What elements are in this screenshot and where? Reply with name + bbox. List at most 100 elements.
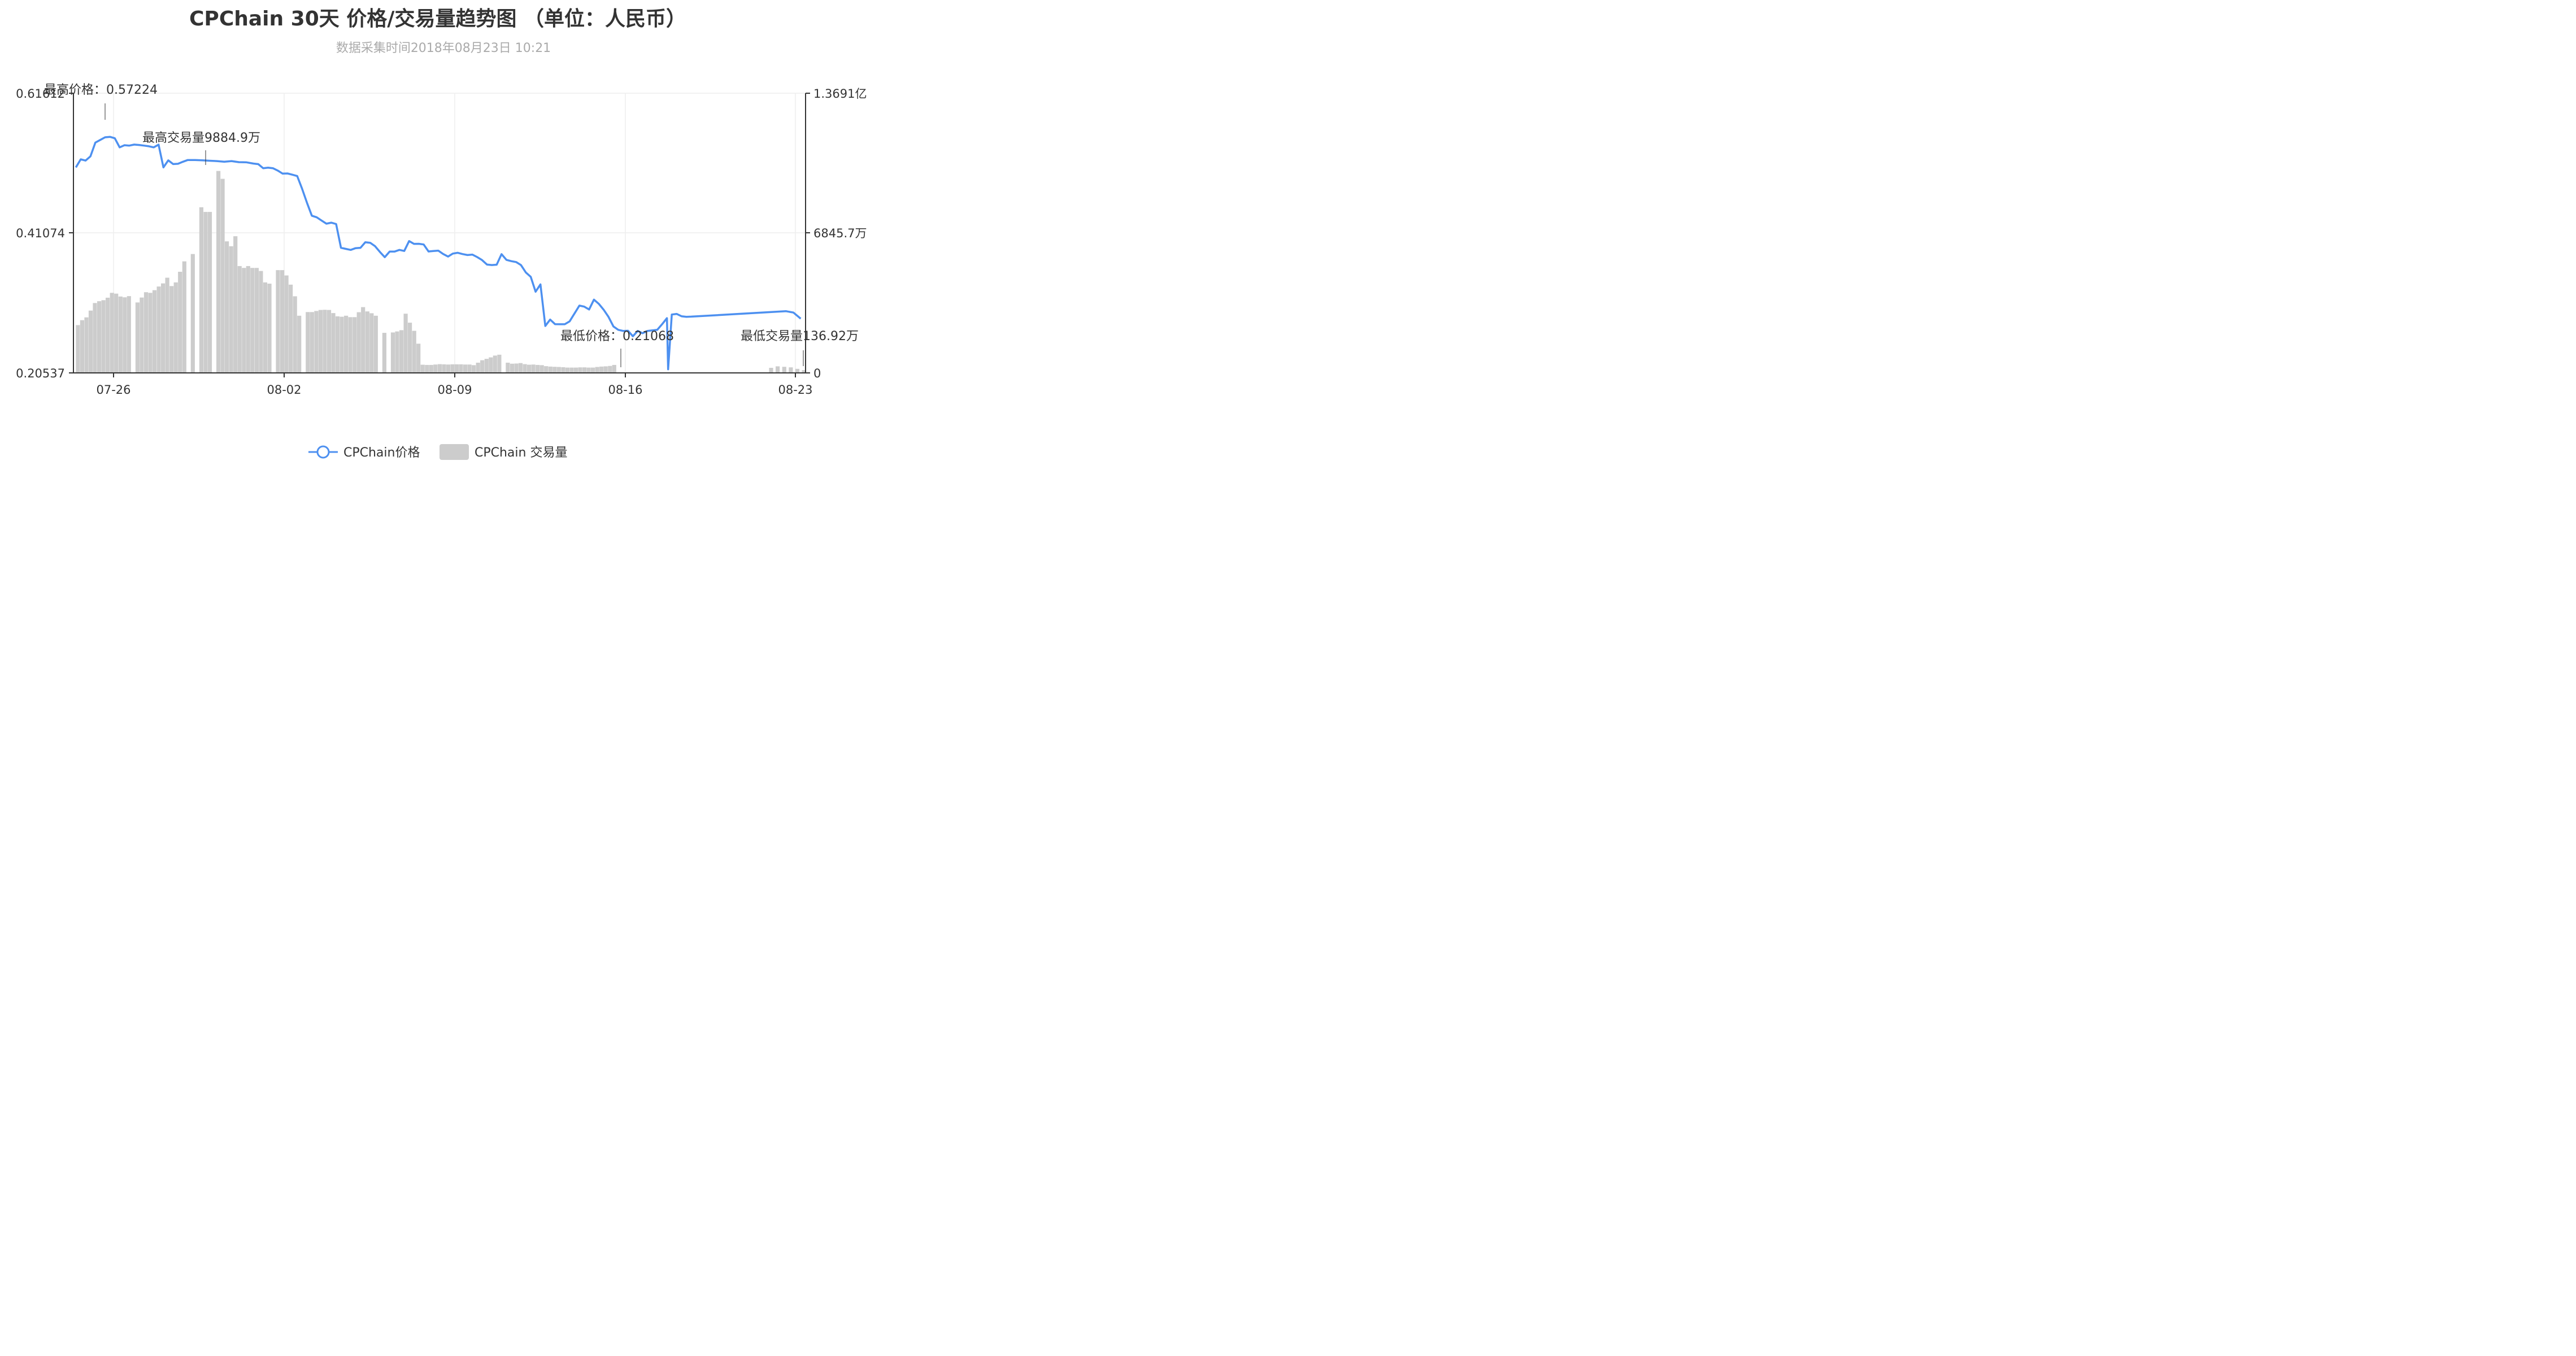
volume-bar — [306, 312, 310, 373]
volume-bar — [582, 367, 587, 373]
x-tick-label: 08-16 — [608, 383, 642, 397]
min-volume-label: 最低交易量136.92万 — [741, 329, 859, 344]
volume-bar — [340, 316, 344, 373]
volume-bar — [203, 212, 208, 373]
volume-bar — [484, 359, 489, 373]
volume-bar — [565, 367, 569, 373]
volume-bar — [156, 286, 161, 373]
volume-bar — [93, 303, 97, 373]
volume-bar — [450, 364, 455, 373]
x-tick-label: 08-09 — [437, 383, 472, 397]
volume-bar — [76, 325, 80, 373]
y-left-tick-label: 0.41074 — [16, 227, 65, 240]
y-left-tick-label: 0.61612 — [16, 87, 65, 101]
grid-lines — [73, 93, 806, 373]
volume-bar — [169, 286, 174, 373]
volume-bar — [573, 367, 578, 373]
legend-box-icon — [440, 444, 469, 460]
volume-bar — [356, 312, 361, 373]
x-tick-label: 07-26 — [96, 383, 130, 397]
volume-bar — [365, 311, 369, 373]
max-volume-label: 最高交易量9884.9万 — [142, 131, 260, 145]
volume-bar — [442, 364, 446, 373]
volume-bar — [127, 296, 131, 373]
x-tick-label: 08-23 — [778, 383, 812, 397]
y-left-ticks: 0.61612 0.41074 0.20537 — [16, 87, 73, 380]
volume-bar — [246, 266, 250, 373]
volume-bar — [591, 367, 595, 373]
volume-bar — [216, 171, 221, 373]
volume-bar — [190, 254, 195, 373]
max-price-label: 最高价格：0.57224 — [44, 83, 158, 97]
volume-bar — [335, 316, 340, 373]
volume-bar — [429, 364, 433, 373]
volume-bar — [769, 368, 773, 373]
volume-bar — [323, 310, 327, 373]
volume-bar — [280, 270, 285, 373]
volume-bar — [267, 284, 272, 373]
volume-bar — [88, 310, 93, 373]
volume-bar — [123, 297, 127, 373]
volume-bar — [110, 293, 114, 373]
volume-bar — [776, 366, 780, 373]
volume-bar — [561, 367, 565, 373]
chart-canvas: CPChain 30天 价格/交易量趋势图 （单位：人民币） 数据采集时间201… — [16, 7, 867, 460]
volume-bar — [369, 313, 374, 373]
volume-bar — [242, 268, 246, 373]
volume-bar — [603, 366, 608, 373]
volume-bar — [361, 307, 365, 373]
volume-bar — [259, 271, 263, 373]
volume-bar — [225, 241, 229, 373]
volume-bar — [140, 297, 144, 373]
volume-bar — [152, 290, 157, 373]
y-right-tick-label: 6845.7万 — [813, 227, 867, 240]
legend-label-price: CPChain价格 — [343, 446, 420, 460]
volume-bar — [353, 317, 357, 373]
volume-bar — [408, 323, 412, 373]
volume-bar — [789, 367, 793, 373]
y-right-ticks: 1.3691亿 6845.7万 0 — [806, 87, 867, 380]
volume-bar — [237, 266, 242, 373]
volume-bar — [344, 315, 349, 373]
volume-bar — [476, 362, 480, 373]
volume-bar — [207, 212, 212, 373]
legend-item-volume[interactable]: CPChain 交易量 — [440, 444, 567, 460]
volume-bar — [101, 300, 106, 373]
volume-bar — [795, 368, 800, 373]
x-ticks: 07-26 08-02 08-09 08-16 08-23 — [96, 373, 813, 397]
legend-item-price[interactable]: CPChain价格 — [308, 445, 420, 460]
volume-bar — [527, 364, 532, 373]
volume-bar — [510, 363, 515, 373]
volume-bar — [118, 296, 123, 373]
volume-bar — [586, 367, 591, 373]
volume-bar — [382, 333, 386, 373]
volume-bar — [318, 310, 323, 373]
volume-bar — [556, 367, 561, 373]
volume-bar — [497, 354, 502, 373]
price-line — [75, 136, 802, 371]
volume-bar — [552, 367, 557, 373]
x-tick-label: 08-02 — [267, 383, 301, 397]
y-right-tick-label: 1.3691亿 — [813, 87, 867, 101]
volume-bar — [412, 331, 416, 373]
volume-bar — [373, 315, 378, 373]
volume-bar — [425, 364, 429, 373]
volume-bar — [454, 364, 459, 373]
volume-bar — [518, 363, 523, 373]
volume-bar — [467, 364, 472, 373]
volume-bar — [161, 283, 166, 373]
volume-bar — [297, 315, 302, 373]
volume-bar — [539, 365, 544, 373]
volume-bar — [599, 366, 604, 373]
volume-bar — [327, 310, 332, 373]
volume-bar — [263, 282, 267, 373]
volume-bar — [199, 207, 203, 373]
volume-bars — [76, 171, 806, 373]
volume-bar — [463, 364, 468, 373]
volume-bar — [548, 366, 552, 373]
volume-bar — [523, 364, 527, 373]
legend[interactable]: CPChain价格 CPChain 交易量 — [308, 444, 567, 460]
volume-bar — [314, 311, 319, 373]
volume-bar — [254, 268, 259, 373]
volume-bar — [506, 362, 510, 373]
